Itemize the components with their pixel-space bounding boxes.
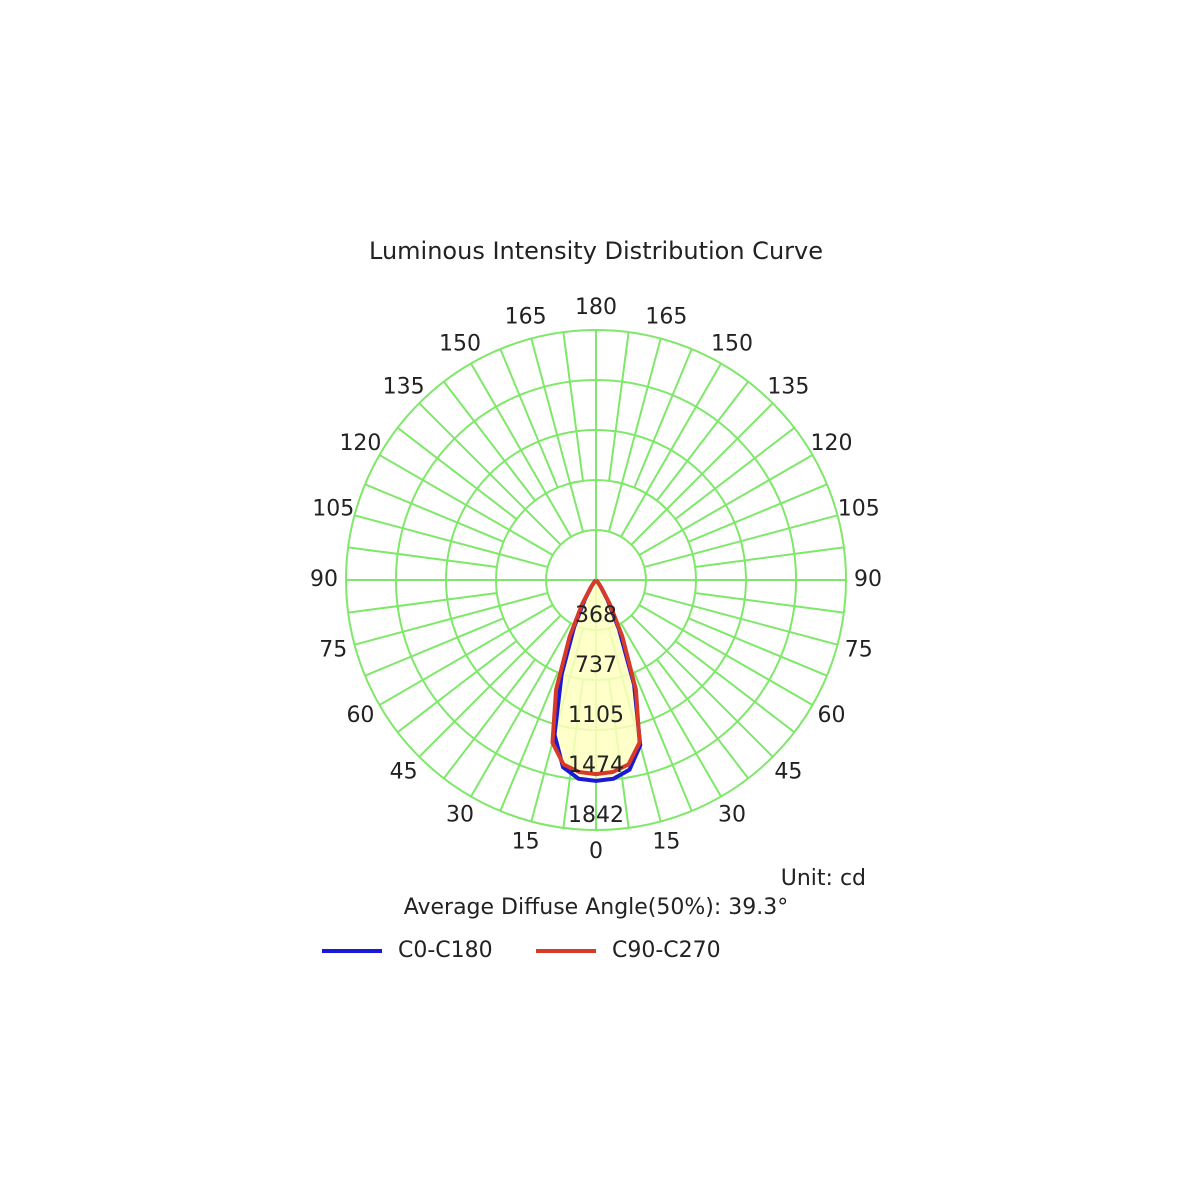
- spoke: [499, 671, 559, 812]
- spoke: [656, 658, 749, 779]
- spoke: [656, 381, 749, 502]
- r-tick-label: 737: [575, 653, 617, 678]
- angle-tick-label: 150: [711, 331, 753, 356]
- chart-title: Luminous Intensity Distribution Curve: [369, 237, 823, 265]
- spoke: [687, 483, 828, 543]
- angle-tick-label: 150: [439, 331, 481, 356]
- angle-tick-label: 105: [838, 497, 880, 522]
- angle-tick-label: 105: [312, 497, 354, 522]
- spoke: [562, 332, 584, 482]
- angle-tick-label: 75: [845, 637, 873, 662]
- spoke: [687, 617, 828, 677]
- legend-label: C90-C270: [612, 938, 721, 963]
- angle-tick-label: 60: [346, 703, 374, 728]
- spoke: [608, 332, 630, 482]
- angle-tick-label: 120: [811, 431, 853, 456]
- spoke: [397, 427, 518, 520]
- angle-tick-label: 135: [767, 375, 809, 400]
- angle-tick-label: 120: [339, 431, 381, 456]
- angle-tick-label: 165: [645, 304, 687, 329]
- spoke: [633, 671, 693, 812]
- angle-tick-label: 45: [390, 759, 418, 784]
- angle-tick-label: 90: [854, 567, 882, 592]
- spoke: [674, 427, 795, 520]
- spoke: [348, 592, 498, 614]
- spoke: [397, 640, 518, 733]
- unit-label: Unit: cd: [781, 866, 866, 891]
- angle-tick-label: 0: [589, 839, 603, 864]
- spoke: [348, 546, 498, 568]
- spoke: [694, 546, 844, 568]
- r-tick-label: 1105: [568, 703, 624, 728]
- angle-tick-label: 180: [575, 295, 617, 320]
- r-tick-label: 1842: [568, 803, 624, 828]
- r-tick-label: 1474: [568, 753, 624, 778]
- angle-tick-label: 60: [818, 703, 846, 728]
- angle-tick-label: 75: [319, 637, 347, 662]
- grid-ring: [345, 329, 847, 831]
- angle-tick-label: 135: [383, 375, 425, 400]
- spoke: [364, 483, 505, 543]
- angle-tick-label: 165: [505, 304, 547, 329]
- spoke: [443, 658, 536, 779]
- angle-tick-label: 30: [446, 803, 474, 828]
- spoke: [694, 592, 844, 614]
- angle-tick-label: 15: [652, 830, 680, 855]
- angle-tick-label: 45: [774, 759, 802, 784]
- angle-tick-label: 30: [718, 803, 746, 828]
- angle-tick-label: 90: [310, 567, 338, 592]
- legend-label: C0-C180: [398, 938, 493, 963]
- spoke: [499, 348, 559, 489]
- spoke: [364, 617, 505, 677]
- r-tick-label: 368: [575, 603, 617, 628]
- note: Average Diffuse Angle(50%): 39.3°: [404, 895, 789, 920]
- angle-tick-label: 15: [512, 830, 540, 855]
- curve: [550, 578, 642, 777]
- spoke: [674, 640, 795, 733]
- spoke: [443, 381, 536, 502]
- spoke: [633, 348, 693, 489]
